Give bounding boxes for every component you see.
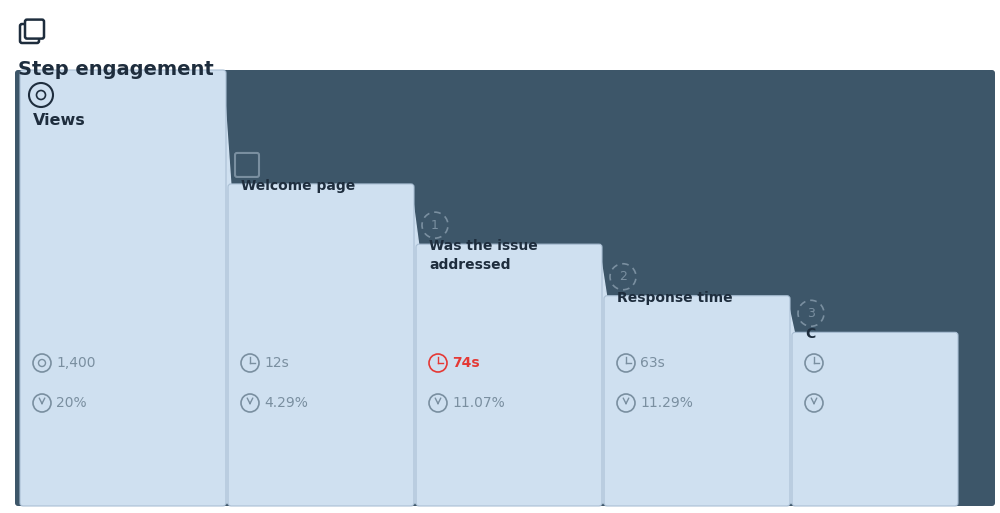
Polygon shape (787, 299, 795, 503)
Polygon shape (599, 247, 607, 503)
Text: Welcome page: Welcome page (241, 179, 355, 193)
Text: 1,400: 1,400 (56, 356, 96, 370)
Text: 3: 3 (807, 307, 815, 320)
Text: 4.29%: 4.29% (264, 396, 308, 410)
Text: Was the issue
addressed: Was the issue addressed (429, 239, 538, 271)
Text: 12s: 12s (264, 356, 289, 370)
FancyBboxPatch shape (604, 296, 790, 506)
Text: 74s: 74s (452, 356, 480, 370)
Text: 1: 1 (431, 219, 439, 232)
Text: 11.29%: 11.29% (640, 396, 693, 410)
Polygon shape (223, 73, 231, 503)
Text: 11.07%: 11.07% (452, 396, 505, 410)
FancyBboxPatch shape (15, 70, 995, 506)
Text: 20%: 20% (56, 396, 87, 410)
FancyBboxPatch shape (416, 244, 602, 506)
Text: C: C (805, 327, 815, 341)
Text: 2: 2 (619, 270, 627, 283)
Text: Step engagement: Step engagement (18, 60, 214, 79)
Text: Response time: Response time (617, 291, 733, 305)
Polygon shape (411, 187, 419, 503)
FancyBboxPatch shape (792, 332, 958, 506)
FancyBboxPatch shape (228, 184, 414, 506)
FancyBboxPatch shape (20, 70, 226, 506)
Text: 63s: 63s (640, 356, 665, 370)
FancyBboxPatch shape (25, 19, 44, 38)
Text: Views: Views (33, 113, 86, 128)
